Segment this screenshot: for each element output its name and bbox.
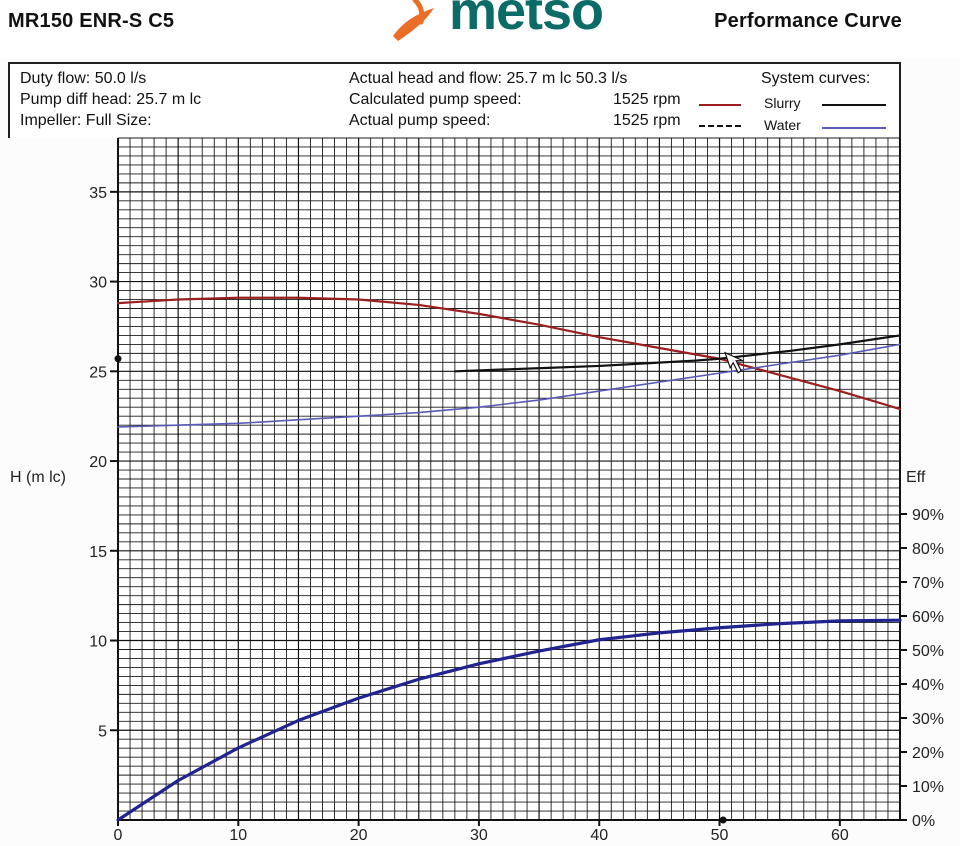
left-tick-label: 20 xyxy=(89,454,107,471)
left-tick-label: 15 xyxy=(89,544,107,561)
actual-head-flow-text: Actual head and flow: 25.7 m lc 50.3 l/s xyxy=(349,70,628,87)
water-curve xyxy=(117,343,901,428)
right-tick-label: 90% xyxy=(912,507,944,524)
calculated-speed-legend-line xyxy=(699,104,741,106)
brand-logo: metso xyxy=(385,0,625,46)
marker-dot xyxy=(114,355,122,363)
calculated-pump-speed-curve xyxy=(116,296,902,411)
cursor-pointer-icon xyxy=(724,351,744,374)
bottom-tick-label: 30 xyxy=(470,827,488,844)
right-tick-label: 30% xyxy=(912,711,944,728)
brand-mark-icon xyxy=(393,0,434,41)
bottom-tick-label: 50 xyxy=(711,827,729,844)
system-curves-label: System curves: xyxy=(761,70,871,87)
right-tick-label: 40% xyxy=(912,677,944,694)
brand-wordmark: metso xyxy=(449,0,604,41)
bottom-tick-label: 60 xyxy=(831,827,849,844)
slurry-curve xyxy=(453,334,902,373)
actual-speed-label: Actual pump speed: xyxy=(349,112,491,129)
right-tick-label: 70% xyxy=(912,575,944,592)
right-tick-label: 50% xyxy=(912,643,944,660)
right-tick-label: 10% xyxy=(912,779,944,796)
slurry-legend-line xyxy=(822,104,886,106)
bottom-tick-label: 20 xyxy=(350,827,368,844)
top-header: MR150 ENR-S C5 metso Performance Curve xyxy=(0,0,960,58)
page-subtitle: Performance Curve xyxy=(714,10,902,32)
marker-dot xyxy=(719,816,727,824)
left-tick-label: 25 xyxy=(89,364,107,381)
actual-speed-legend-line xyxy=(699,125,741,127)
efficiency-curve xyxy=(116,618,902,822)
right-axis-title: Eff xyxy=(906,469,926,486)
right-tick-label: 0% xyxy=(912,813,935,830)
curve-info-panel: Duty flow: 50.0 l/s Pump diff head: 25.7… xyxy=(8,62,901,138)
bottom-tick-label: 40 xyxy=(590,827,608,844)
water-legend-line xyxy=(822,127,886,129)
pump-diff-head-text: Pump diff head: 25.7 m lc xyxy=(20,91,202,108)
bottom-tick-label: 10 xyxy=(229,827,247,844)
right-tick-label: 80% xyxy=(912,541,944,558)
left-tick-label: 35 xyxy=(89,185,107,202)
right-tick-label: 20% xyxy=(912,745,944,762)
left-axis-title: H (m lc) xyxy=(10,469,66,486)
model-title: MR150 ENR-S C5 xyxy=(8,10,175,32)
left-tick-label: 10 xyxy=(89,634,107,651)
actual-speed-value: 1525 rpm xyxy=(613,112,681,129)
water-legend-label: Water xyxy=(764,117,801,133)
slurry-legend-label: Slurry xyxy=(764,95,801,111)
calculated-speed-value: 1525 rpm xyxy=(613,91,681,108)
bottom-tick-label: 0 xyxy=(114,827,123,844)
calculated-speed-label: Calculated pump speed: xyxy=(349,91,522,108)
impeller-text: Impeller: Full Size: xyxy=(20,112,152,129)
duty-flow-text: Duty flow: 50.0 l/s xyxy=(20,70,147,87)
left-tick-label: 30 xyxy=(89,275,107,292)
left-tick-label: 5 xyxy=(98,723,107,740)
right-tick-label: 60% xyxy=(912,609,944,626)
